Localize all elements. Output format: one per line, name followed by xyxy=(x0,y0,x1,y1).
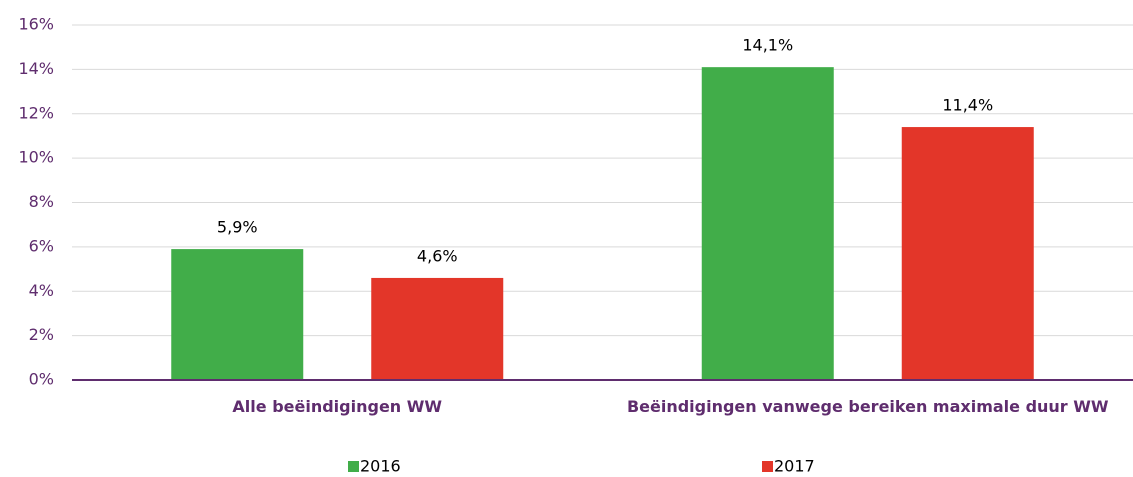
x-tick-label: Alle beëindigingen WW xyxy=(232,397,443,416)
y-tick-label: 6% xyxy=(29,236,54,255)
legend-label: 2016 xyxy=(360,457,401,476)
legend-swatch xyxy=(762,461,773,472)
y-tick-label: 14% xyxy=(18,59,54,78)
data-label: 5,9% xyxy=(217,218,258,237)
bar xyxy=(901,127,1034,380)
data-label: 11,4% xyxy=(942,96,993,115)
data-label: 14,1% xyxy=(742,36,793,55)
bar xyxy=(701,67,834,380)
y-tick-label: 2% xyxy=(29,325,54,344)
data-label: 4,6% xyxy=(417,246,458,265)
legend-swatch xyxy=(348,461,359,472)
y-tick-label: 0% xyxy=(29,370,54,389)
y-tick-label: 10% xyxy=(18,148,54,167)
bar xyxy=(171,249,304,380)
legend-label: 2017 xyxy=(774,457,815,476)
y-tick-label: 16% xyxy=(18,15,54,34)
x-tick-label: Beëindigingen vanwege bereiken maximale … xyxy=(626,397,1109,416)
y-tick-label: 8% xyxy=(29,192,54,211)
y-tick-label: 4% xyxy=(29,281,54,300)
y-tick-label: 12% xyxy=(18,103,54,122)
bar xyxy=(371,277,504,380)
